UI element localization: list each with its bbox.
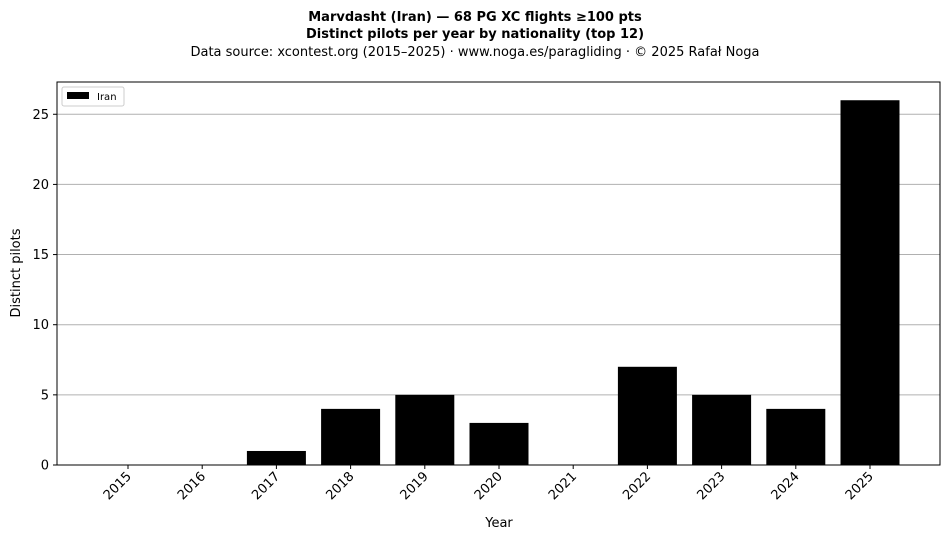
x-tick-label-2025: 2025 [843, 469, 877, 503]
bar-2020 [469, 422, 529, 465]
bar-2019 [395, 394, 455, 465]
bar-2018 [321, 408, 381, 465]
grid-layer [57, 113, 940, 396]
x-tick-label-2020: 2020 [472, 469, 506, 503]
y-tick-label-5: 5 [41, 388, 49, 403]
x-tick-label-2018: 2018 [323, 469, 357, 503]
bar-2017 [246, 450, 306, 465]
bar-2022 [617, 366, 677, 465]
x-tick-label-2016: 2016 [175, 469, 209, 503]
x-tick-label-2019: 2019 [398, 469, 432, 503]
x-tick-label-2017: 2017 [249, 469, 283, 503]
legend-frame [61, 86, 125, 107]
y-tick-label-0: 0 [41, 459, 49, 474]
legend-label: Iran [97, 92, 117, 103]
y-tick-label-25: 25 [32, 108, 49, 123]
x-axis-label: Year [484, 516, 513, 531]
chart-subtitle: Distinct pilots per year by nationality … [306, 27, 644, 42]
x-tick-label-2022: 2022 [620, 469, 654, 503]
bar-2023 [692, 394, 752, 465]
y-tick-label-20: 20 [32, 178, 49, 193]
legend: Iran [61, 86, 125, 107]
y-tick-label-15: 15 [32, 248, 49, 263]
plot-frame [56, 81, 941, 466]
bars-layer [246, 100, 900, 465]
bar-2024 [766, 408, 826, 465]
x-tick-label-2015: 2015 [101, 469, 135, 503]
x-tick-label-2023: 2023 [694, 469, 728, 503]
x-tick-label-2024: 2024 [769, 469, 803, 503]
chart-source: Data source: xcontest.org (2015–2025) · … [190, 45, 759, 60]
axes-layer [56, 81, 941, 466]
bar-2025 [840, 100, 900, 465]
chart-title: Marvdasht (Iran) — 68 PG XC flights ≥100… [308, 10, 642, 25]
y-axis-label: Distinct pilots [9, 228, 24, 317]
x-tick-label-2021: 2021 [546, 469, 580, 503]
y-tick-label-10: 10 [32, 318, 49, 333]
legend-swatch [67, 92, 89, 99]
